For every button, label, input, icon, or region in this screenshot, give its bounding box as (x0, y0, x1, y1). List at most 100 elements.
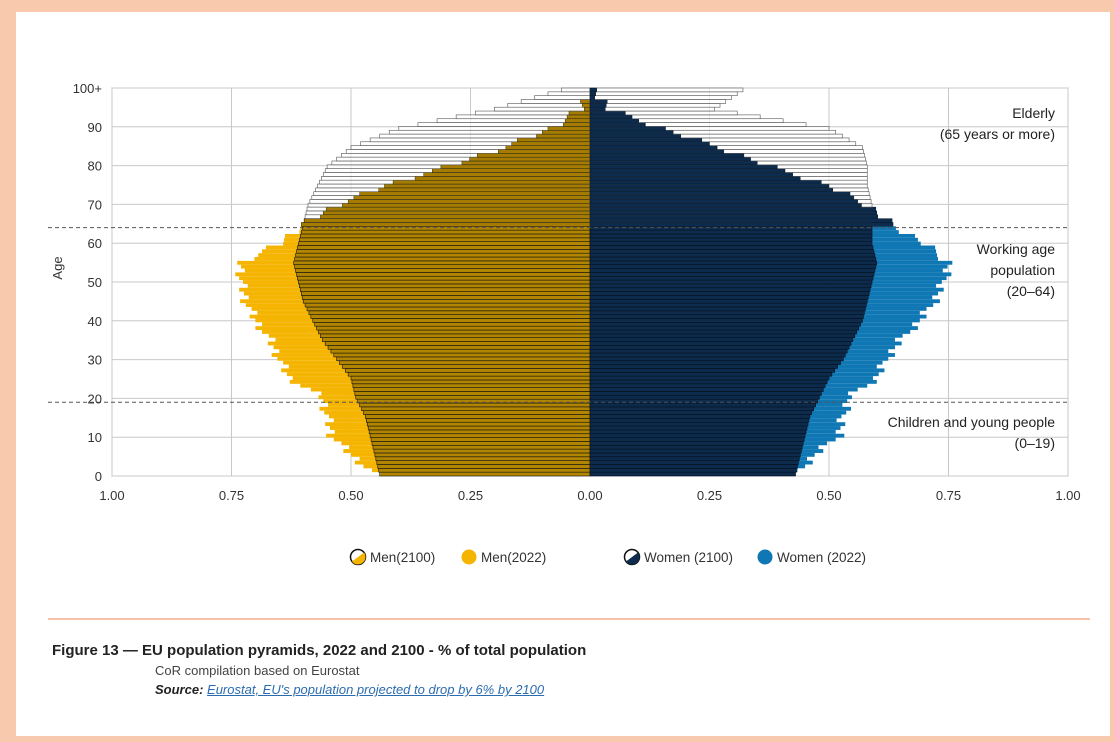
bar-men-2100 (294, 264, 591, 269)
bar-women-2100 (589, 460, 799, 465)
bar-men-2100 (300, 291, 591, 296)
bar-women-2100 (589, 379, 828, 385)
bar-men-2022 (325, 206, 591, 212)
bar-men-2100 (376, 460, 591, 465)
bar-women-2022 (589, 149, 725, 154)
bar-men-2022 (347, 199, 591, 204)
bar-women-2100 (589, 348, 848, 354)
bar-women-2100 (589, 245, 874, 250)
bar-women-2100 (589, 287, 871, 292)
bar-men-2022 (511, 141, 591, 146)
bar-women-2100 (589, 383, 826, 388)
bar-women-2022 (589, 172, 793, 177)
bar-men-2100 (365, 418, 591, 423)
bar-men-2100 (369, 433, 591, 438)
axes: 1.00 0.75 0.50 0.25 0.00 0.25 0.50 0.75 1.00 0 10 2… (48, 81, 1081, 503)
bar-women-2100 (589, 306, 866, 312)
bar-men-2100 (374, 452, 591, 458)
bar-women-2100 (589, 468, 797, 473)
bar-men-2100 (377, 464, 591, 469)
bar-men-2100 (520, 99, 591, 104)
bar-men-2022 (384, 183, 591, 189)
bar-men-2022 (517, 137, 591, 142)
bar-women-2022 (589, 122, 646, 127)
bar-men-2100 (330, 348, 591, 354)
bar-men-2022 (469, 156, 591, 162)
bar-women-2022 (589, 130, 674, 135)
bar-women-2022 (589, 91, 596, 96)
bar-women-2022 (589, 107, 606, 112)
bar-women-2100 (589, 333, 856, 339)
population-pyramid-chart: 1.00 0.75 0.50 0.25 0.00 0.25 0.50 0.75 1.00 0 10 2… (48, 81, 1081, 566)
bar-men-2100 (361, 406, 591, 411)
y-tick-label: 30 (88, 353, 102, 368)
bar-men-2100 (379, 471, 591, 477)
legend-item: Women (2100) (623, 548, 733, 566)
bar-men-2022 (584, 107, 591, 112)
bar-women-2100 (589, 371, 833, 377)
bar-men-2022 (353, 195, 591, 200)
legend-item: Men(2100) (349, 548, 435, 566)
bar-women-2022 (589, 141, 710, 146)
bar-women-2100 (589, 471, 796, 477)
bar-men-2022 (498, 149, 591, 154)
bar-women-2100 (589, 364, 838, 369)
bar-men-2100 (363, 410, 591, 415)
annotation-text: (20–64) (1007, 283, 1055, 299)
y-tick-label: 80 (88, 159, 102, 174)
bar-men-2100 (378, 468, 591, 473)
bar-women-2022 (589, 103, 607, 108)
bar-men-2100 (297, 275, 591, 281)
bar-men-2022 (342, 203, 591, 208)
y-tick-label: 100+ (73, 81, 102, 96)
bar-men-2100 (339, 360, 591, 365)
bar-men-2100 (342, 364, 591, 369)
bar-women-2100 (589, 295, 869, 300)
bar-men-2100 (350, 375, 591, 381)
bar-women-2100 (589, 106, 715, 112)
bar-men-2100 (318, 329, 591, 335)
bar-men-2100 (298, 241, 591, 246)
legend-marker (461, 549, 477, 565)
bar-men-2100 (327, 345, 591, 350)
annotation-text: population (990, 262, 1055, 278)
bar-men-2100 (293, 260, 591, 266)
x-tick-label: 0.75 (936, 488, 961, 503)
bar-women-2100 (589, 433, 806, 438)
bar-women-2100 (589, 352, 846, 358)
annotation-text: (0–19) (1015, 435, 1055, 451)
source-label: Source: (155, 682, 204, 697)
bar-women-2100 (589, 429, 807, 435)
bar-women-2100 (589, 345, 850, 350)
bar-men-2022 (378, 187, 591, 192)
bar-men-2022 (564, 118, 591, 123)
source-link[interactable]: Eurostat, EU's population projected to d… (207, 682, 545, 697)
bar-women-2100 (589, 402, 816, 408)
bar-men-2100 (370, 437, 591, 442)
bar-men-2100 (296, 249, 591, 254)
bar-men-2100 (367, 425, 591, 431)
bar-men-2100 (312, 318, 591, 323)
bar-men-2022 (582, 103, 591, 108)
bar-men-2100 (322, 337, 591, 342)
y-tick-label: 10 (88, 430, 102, 445)
y-tick-label: 50 (88, 275, 102, 290)
bar-women-2022 (589, 110, 626, 116)
bar-men-2100 (316, 325, 591, 331)
bar-men-2100 (310, 314, 591, 319)
bar-women-2100 (589, 375, 830, 381)
bar-women-2100 (589, 406, 815, 411)
legend-label: Women (2022) (777, 550, 866, 565)
bar-women-2100 (589, 252, 876, 258)
bar-women-2100 (589, 279, 873, 285)
bar-men-2100 (353, 387, 591, 392)
legend-marker-half (352, 552, 366, 565)
bar-women-2100 (589, 360, 841, 365)
bar-women-2100 (589, 283, 872, 289)
bar-men-2022 (423, 172, 591, 177)
bar-women-2100 (589, 291, 870, 296)
bar-men-2022 (476, 153, 591, 158)
bar-women-2100 (589, 272, 875, 277)
x-tick-label: 0.75 (219, 488, 244, 503)
